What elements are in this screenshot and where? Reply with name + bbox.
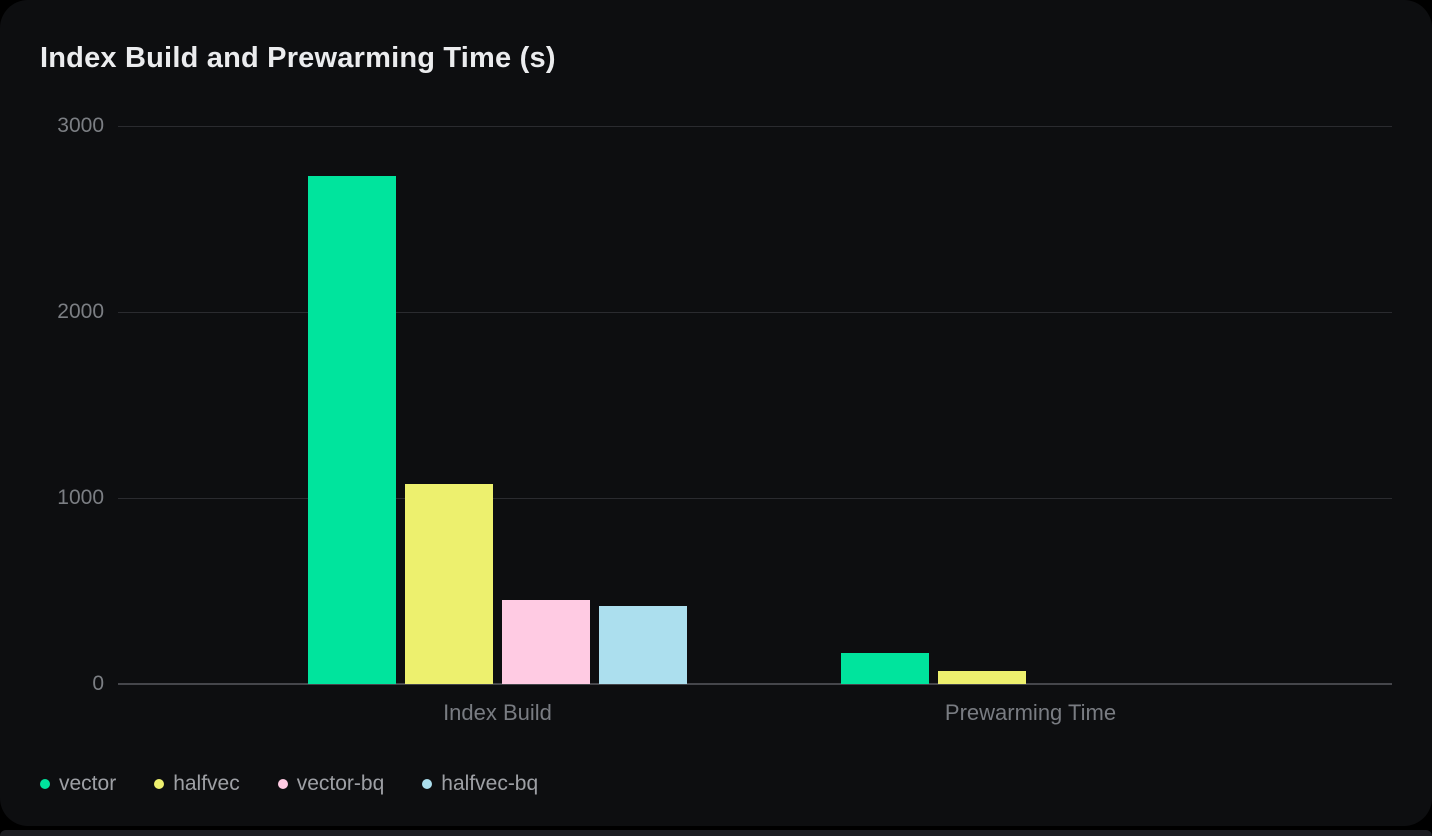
y-tick-label-1000: 1000 xyxy=(57,486,104,509)
x-category-label-index-build: Index Build xyxy=(443,700,552,725)
y-tick-label-2000: 2000 xyxy=(57,300,104,323)
bar-halfvec-bq-index-build[interactable] xyxy=(599,605,687,684)
bar-halfvec-prewarming-time[interactable] xyxy=(938,670,1026,684)
legend-dot-vector xyxy=(40,779,50,789)
legend-item-halfvec-bq[interactable]: halfvec-bq xyxy=(422,772,538,796)
bar-vector-bq-index-build[interactable] xyxy=(502,600,590,684)
bar-group-prewarming-time xyxy=(841,126,1220,684)
legend-item-halfvec[interactable]: halfvec xyxy=(154,772,240,796)
gridline-3000 xyxy=(118,126,1392,127)
legend-dot-halfvec-bq xyxy=(422,779,433,789)
x-category-label-prewarming-time: Prewarming Time xyxy=(944,700,1117,725)
gridline-2000 xyxy=(118,312,1392,313)
chart-title: Index Build and Prewarming Time (s) xyxy=(40,42,556,74)
bar-halfvec-index-build[interactable] xyxy=(405,484,493,684)
legend-dot-halfvec xyxy=(154,779,165,789)
bar-group-index-build xyxy=(308,126,687,684)
bar-vector-prewarming-time[interactable] xyxy=(841,653,929,684)
legend-label-halfvec: halfvec xyxy=(173,772,240,795)
gridline-0 xyxy=(118,683,1392,685)
legend-item-vector-bq[interactable]: vector-bq xyxy=(277,772,385,796)
legend-label-vector-bq: vector-bq xyxy=(296,772,385,795)
next-card-edge xyxy=(0,830,1432,836)
bar-vector-index-build[interactable] xyxy=(308,176,396,684)
gridline-1000 xyxy=(118,498,1392,499)
legend-label-vector: vector xyxy=(59,772,117,795)
legend-dot-vector-bq xyxy=(277,779,288,789)
y-tick-label-0: 0 xyxy=(92,672,104,695)
legend: vector halfvec vector-bq halfvec-bq xyxy=(40,769,538,799)
y-tick-label-3000: 3000 xyxy=(57,114,104,137)
legend-item-vector[interactable]: vector xyxy=(40,772,116,796)
legend-label-halfvec-bq: halfvec-bq xyxy=(441,772,539,795)
plot-area: 0 1000 2000 3000 Index Build Prewarming Time xyxy=(57,114,1392,725)
